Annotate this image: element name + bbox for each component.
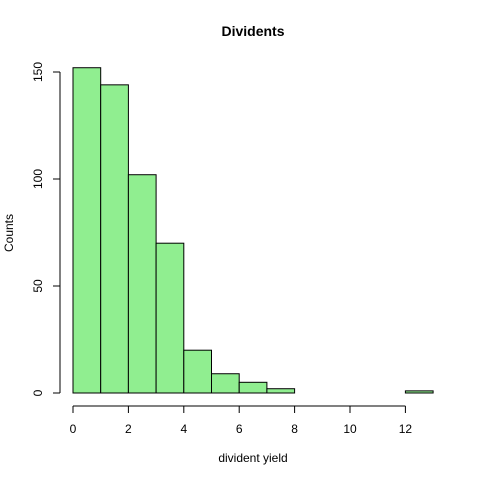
y-tick-label: 100: [31, 169, 45, 189]
x-tick-label: 6: [236, 422, 243, 436]
histogram-bar-6: [238, 381, 268, 394]
y-axis-label: Counts: [2, 214, 16, 252]
chart-title: Dividents: [221, 23, 284, 39]
y-tick-label: 150: [31, 62, 45, 82]
bars-group: [72, 67, 434, 394]
x-tick-label: 10: [343, 422, 357, 436]
y-tick-label: 0: [31, 389, 45, 396]
histogram-bar-5: [211, 373, 240, 394]
x-tick-label: 0: [70, 422, 77, 436]
x-axis: 0 2 4 6 8 10 12: [70, 405, 413, 436]
histogram-bar-3: [155, 242, 185, 394]
y-axis: 0 50 100 150: [31, 62, 61, 396]
x-tick-label: 4: [180, 422, 187, 436]
histogram-bar-4: [183, 349, 213, 394]
y-tick-label: 50: [31, 279, 45, 293]
histogram-bar-12: [404, 390, 434, 394]
histogram-bar-7: [266, 388, 296, 394]
x-axis-label: divident yield: [218, 451, 287, 465]
x-tick-label: 12: [399, 422, 413, 436]
histogram-bar-2: [127, 174, 157, 394]
x-tick-label: 8: [291, 422, 298, 436]
histogram-bar-0: [72, 67, 102, 394]
x-tick-label: 2: [125, 422, 132, 436]
histogram-bar-1: [100, 84, 129, 394]
